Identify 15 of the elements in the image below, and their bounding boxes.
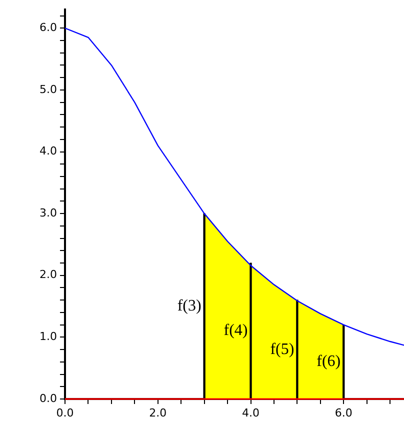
y-tick-label: 4.0 [40,144,57,158]
x-tick-label: 6.0 [334,406,352,420]
y-tick-label: 3.0 [40,206,57,220]
annotation: f(4) [224,322,248,340]
y-tick-label: 1.0 [40,330,57,344]
annotation: f(3) [177,297,202,314]
x-tick-label: 2.0 [149,406,167,420]
x-tick-label: 4.0 [242,406,260,420]
y-tick-label: 6.0 [40,21,57,34]
x-tick-label: 0.0 [56,406,74,420]
y-tick-label: 0.0 [40,392,57,405]
annotation: f(5) [270,340,294,358]
y-tick-label: 5.0 [40,82,57,96]
annotation: f(6) [316,353,341,370]
y-tick-label: 2.0 [40,268,57,282]
